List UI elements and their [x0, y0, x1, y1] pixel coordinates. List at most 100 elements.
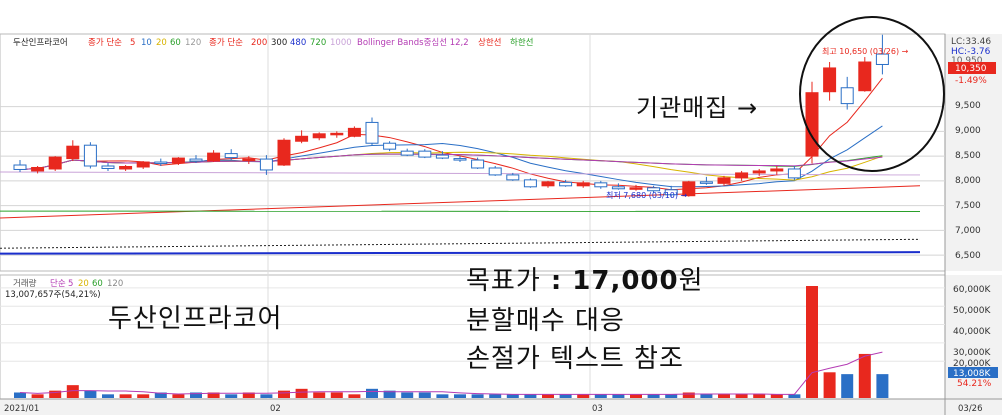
low-marker: 최저 7,680 (03/10) → — [606, 190, 688, 200]
candle-body — [559, 181, 573, 187]
volume-bar — [735, 394, 748, 398]
volume-bar — [225, 394, 238, 398]
candle-body — [31, 166, 45, 172]
candle-body — [699, 181, 713, 184]
candle-body — [295, 135, 309, 142]
target-price: 목표가 : 17,000원 — [466, 260, 704, 297]
legend-ma-long-label: 종가 단순 — [209, 37, 243, 48]
price-axis-labels: LC:33.46 HC:-3.76 10,950 10,350 -1.49% 9… — [948, 37, 996, 261]
time-label-jan: 2021/01 — [4, 404, 39, 414]
candle-body — [717, 177, 731, 184]
axis-hc: HC:-3.76 — [951, 47, 991, 57]
candle-body — [805, 92, 819, 157]
volume-title: 거래량 — [13, 278, 37, 289]
volume-axis-labels: 60,000K 50,000K 40,000K 30,000K 20,000K … — [948, 285, 998, 389]
volume-bar — [858, 353, 871, 398]
legend-ma300: 300 — [271, 38, 287, 48]
volume-bar — [366, 388, 378, 398]
legend-ma120: 120 — [185, 38, 201, 48]
candle-body — [224, 153, 238, 159]
time-label-last: 03/26 — [958, 404, 983, 414]
candle-body — [259, 158, 273, 171]
volume-bar — [278, 390, 290, 398]
stock-name-label: 두산인프라코어 — [108, 304, 283, 334]
volume-bar — [66, 385, 79, 398]
volume-tick-30000: 30,000K — [953, 348, 991, 358]
legend-upper: 상한선 — [478, 37, 501, 48]
volume-bar — [383, 390, 396, 398]
legend-ma-short-label: 종가 단순 — [88, 37, 122, 48]
candle-body — [840, 87, 854, 105]
candle-body — [277, 139, 291, 166]
time-axis-panel — [0, 399, 1002, 415]
legend-stock-name: 두산인프라코어 — [13, 37, 68, 48]
legend-ma60: 60 — [170, 38, 181, 48]
volume-bar — [418, 392, 431, 398]
candle-body — [207, 152, 221, 162]
price-tick-7500: 7,500 — [955, 201, 981, 211]
volume-axis-panel — [945, 275, 1002, 399]
volume-tick-60000: 60,000K — [953, 285, 991, 295]
candle-body — [365, 121, 379, 144]
candle-body — [330, 132, 344, 136]
candle-body — [752, 170, 766, 174]
time-label-feb: 02 — [270, 404, 281, 414]
volume-ma120: 120 — [107, 279, 123, 289]
volume-legend: 거래량 단순 5 20 60 120 13,007,657주(54,21%) — [5, 278, 123, 300]
volume-bar — [401, 392, 414, 398]
split-buy-label: 분할매수 대응 — [466, 306, 625, 336]
candle-body — [383, 142, 397, 150]
volume-bar — [436, 394, 449, 398]
legend-bollinger: Bollinger Bands중심선 12,2 — [357, 37, 469, 48]
volume-bar — [542, 394, 554, 398]
volume-bar — [753, 394, 766, 398]
target-value: : 17,000 — [540, 266, 679, 296]
highlight-circle — [799, 16, 945, 172]
volume-tick-40000: 40,000K — [953, 327, 991, 337]
candle-body — [682, 181, 696, 197]
volume-ma5: 5 — [68, 279, 73, 289]
candle-body — [312, 133, 326, 139]
volume-bar — [348, 394, 361, 398]
ma-line-300 — [0, 238, 921, 249]
volume-ma-label: 단순 — [50, 278, 66, 289]
price-tick-8500: 8,500 — [955, 151, 981, 161]
candles — [13, 34, 889, 197]
volume-bar — [559, 394, 572, 398]
volume-bar — [102, 394, 114, 398]
candle-body — [664, 189, 678, 196]
price-tick-8000: 8,000 — [955, 176, 981, 186]
volume-bar — [806, 286, 818, 398]
legend-ma200: 200 — [251, 38, 267, 48]
price-legend: 두산인프라코어 종가 단순 5 10 20 60 120 종가 단순 200 3… — [13, 37, 533, 48]
candle-body — [242, 158, 256, 162]
volume-bar — [207, 392, 220, 398]
volume-bar — [524, 394, 537, 398]
institution-buying-label: 기관매집 → — [636, 94, 759, 122]
ma-line-200 — [0, 185, 921, 219]
candle-body — [541, 181, 555, 187]
legend-lower: 하한선 — [510, 37, 533, 48]
volume-ma60: 60 — [92, 279, 103, 289]
volume-bar — [718, 394, 730, 398]
volume-bar — [489, 394, 502, 398]
candle-body — [735, 172, 749, 179]
volume-bar — [260, 394, 273, 398]
candle-body — [101, 165, 115, 169]
candle-body — [647, 187, 661, 192]
ma-line-1000 — [0, 171, 921, 176]
volume-badge: 13,008K — [953, 369, 991, 379]
ma-line-480 — [0, 251, 921, 255]
candle-body — [611, 186, 625, 190]
candle-body — [523, 179, 537, 188]
volume-bar — [770, 394, 783, 398]
candle-body — [13, 164, 27, 170]
volume-badge-bg — [948, 367, 998, 378]
legend-ma1000: 1000 — [330, 38, 352, 48]
volume-bar — [84, 390, 97, 398]
volume-bar — [330, 392, 343, 398]
volume-bar — [154, 392, 167, 398]
candle-body — [594, 182, 608, 188]
candle-body — [83, 144, 97, 167]
